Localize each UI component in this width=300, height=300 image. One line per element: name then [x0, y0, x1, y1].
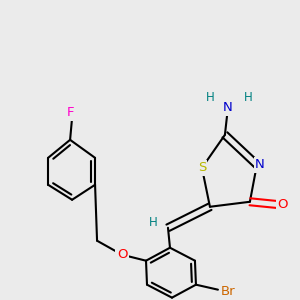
- Text: H: H: [244, 92, 252, 104]
- Text: S: S: [198, 161, 206, 174]
- Text: O: O: [278, 198, 288, 211]
- Text: O: O: [117, 248, 127, 261]
- Text: N: N: [223, 101, 233, 114]
- Text: N: N: [255, 158, 265, 171]
- Text: H: H: [148, 216, 158, 229]
- Text: F: F: [66, 106, 74, 119]
- Text: H: H: [206, 92, 214, 104]
- Text: Br: Br: [220, 285, 235, 298]
